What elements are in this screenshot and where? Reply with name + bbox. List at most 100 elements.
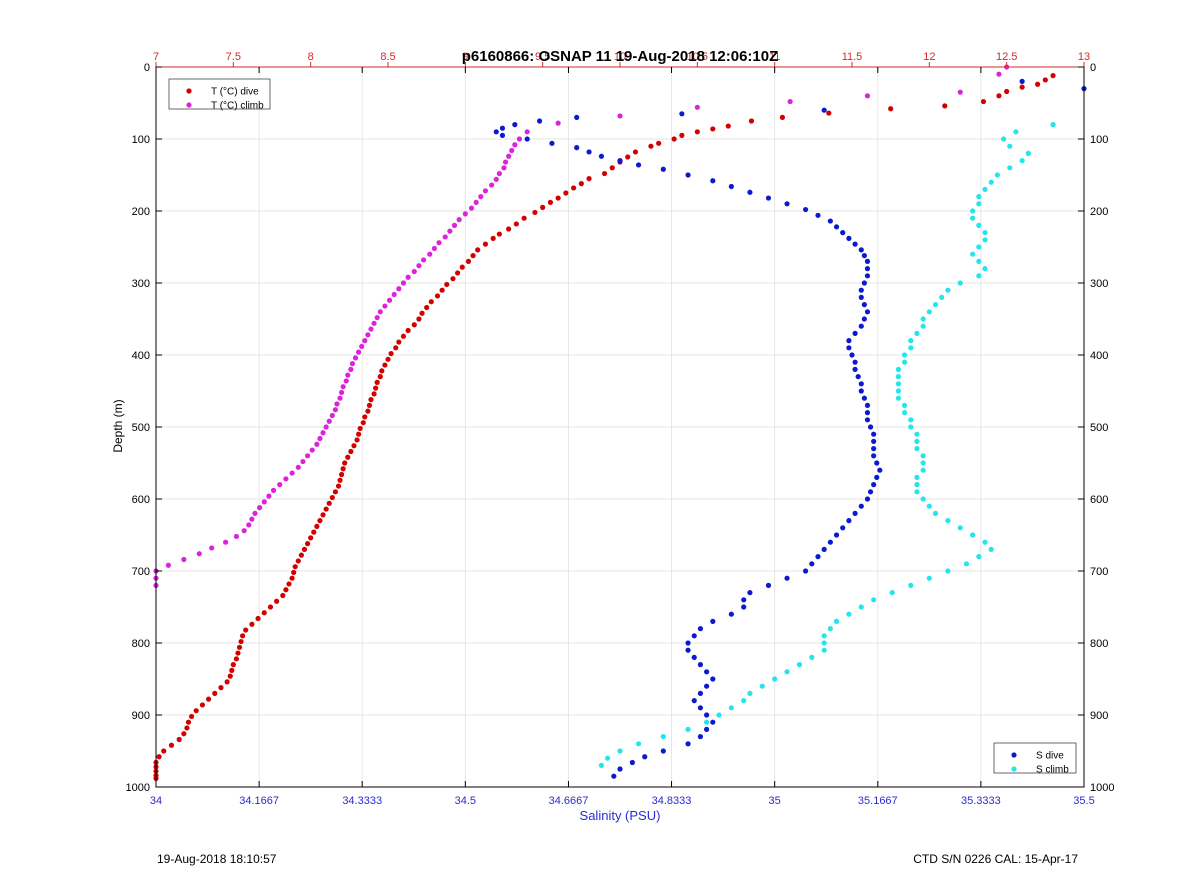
data-point xyxy=(291,569,297,576)
data-point xyxy=(864,402,871,408)
data-point xyxy=(161,748,167,754)
data-point xyxy=(920,316,926,322)
data-point xyxy=(840,230,846,236)
data-point xyxy=(932,510,939,516)
data-point xyxy=(957,89,963,95)
data-point xyxy=(926,309,932,315)
data-point xyxy=(697,690,704,697)
data-point xyxy=(605,755,611,761)
y-tick-label-left: 500 xyxy=(132,422,150,434)
data-point xyxy=(691,654,697,661)
data-point xyxy=(970,251,976,257)
data-point xyxy=(864,273,871,279)
data-point xyxy=(1019,84,1025,90)
y-tick-label-left: 100 xyxy=(132,134,150,146)
data-point xyxy=(555,120,561,126)
data-point xyxy=(340,466,346,472)
chart-title: p6160866: OSNAP 11 19-Aug-2018 12:06:10Z xyxy=(462,48,779,65)
right-axis-depth: 0 100 200 300 400 500 600 700 800 900 1000 xyxy=(1078,62,1114,794)
data-point xyxy=(482,241,489,247)
data-point xyxy=(442,234,448,240)
data-point xyxy=(982,186,988,192)
data-point xyxy=(357,425,363,432)
data-point xyxy=(976,201,982,207)
data-point xyxy=(982,230,988,236)
data-point xyxy=(342,460,348,466)
data-point xyxy=(765,195,772,201)
data-point xyxy=(493,129,499,135)
data-point xyxy=(339,389,345,396)
data-point xyxy=(411,322,417,328)
data-point xyxy=(697,662,704,668)
data-point xyxy=(697,734,704,740)
data-point xyxy=(165,562,171,568)
data-point xyxy=(586,176,592,182)
data-point xyxy=(914,482,920,488)
data-point xyxy=(895,388,902,394)
y-tick-label-right: 900 xyxy=(1090,710,1108,722)
data-point xyxy=(617,766,623,772)
data-point xyxy=(901,359,908,365)
data-point xyxy=(861,395,867,401)
data-point xyxy=(660,734,666,740)
data-point xyxy=(230,662,236,668)
data-point xyxy=(320,430,326,436)
data-point xyxy=(352,355,359,361)
data-point xyxy=(295,558,301,564)
series-t-c-climb xyxy=(153,64,1010,589)
y-tick-label-left: 1000 xyxy=(126,782,150,794)
data-point xyxy=(343,378,349,384)
data-point xyxy=(728,705,734,711)
data-point xyxy=(660,748,666,754)
data-point xyxy=(861,280,867,286)
data-point xyxy=(379,368,385,374)
data-point xyxy=(970,532,976,538)
data-point xyxy=(249,621,255,627)
data-point xyxy=(536,118,543,124)
data-point xyxy=(867,424,874,430)
data-point xyxy=(728,611,734,617)
data-point xyxy=(373,385,379,391)
data-point xyxy=(939,294,945,300)
data-point xyxy=(246,522,252,528)
data-point xyxy=(524,129,530,135)
data-point xyxy=(821,633,827,639)
data-point xyxy=(277,482,283,488)
left-axis-depth: 0 100 200 300 400 500 600 700 800 900 1000 xyxy=(126,62,162,794)
x-tick-label-salinity: 35.3333 xyxy=(961,795,1001,807)
data-point xyxy=(996,71,1002,77)
data-point xyxy=(625,154,631,160)
data-point xyxy=(1019,158,1025,164)
data-point xyxy=(660,166,666,172)
data-point xyxy=(374,314,380,321)
data-point xyxy=(867,489,874,495)
data-point xyxy=(181,731,187,737)
data-point xyxy=(468,205,475,211)
legend-entry-label: T (°C) climb xyxy=(211,101,264,112)
data-point xyxy=(470,253,476,259)
data-point xyxy=(864,410,871,416)
data-point xyxy=(255,615,261,622)
data-point xyxy=(489,182,495,188)
data-point xyxy=(963,561,970,567)
data-point xyxy=(852,510,858,516)
x-tick-label-temperature: 8.5 xyxy=(380,51,395,63)
data-point xyxy=(478,194,484,200)
data-point xyxy=(598,762,605,769)
data-point xyxy=(976,554,982,560)
data-point xyxy=(475,247,481,253)
data-point xyxy=(578,181,584,187)
x-tick-label-salinity: 34 xyxy=(150,795,162,807)
data-point xyxy=(482,188,489,194)
data-point xyxy=(371,320,377,326)
data-point xyxy=(988,179,994,185)
data-point xyxy=(348,366,354,372)
data-point xyxy=(289,470,295,476)
data-point xyxy=(874,460,880,466)
data-point xyxy=(858,323,864,329)
data-point xyxy=(574,114,580,120)
data-point xyxy=(846,518,852,524)
x-tick-label-temperature: 10.5 xyxy=(687,51,708,63)
data-point xyxy=(298,552,304,558)
data-point xyxy=(320,512,326,518)
